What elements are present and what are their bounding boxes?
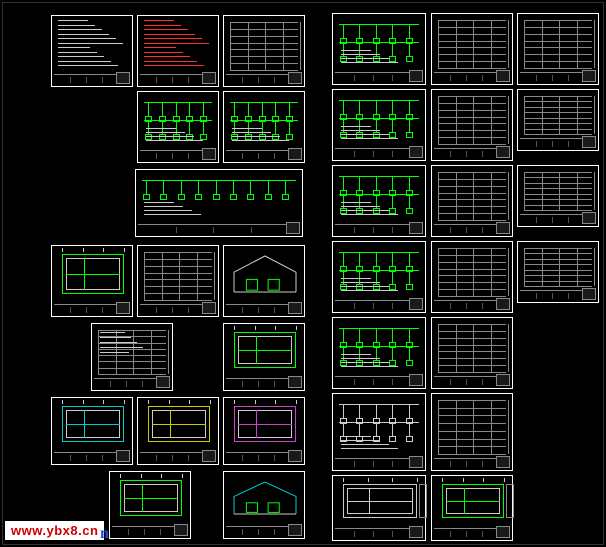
drawing-sheet[interactable] — [517, 165, 599, 227]
drawing-sheet[interactable] — [517, 13, 599, 85]
drawing-sheet[interactable] — [332, 475, 426, 541]
drawing-sheet[interactable] — [332, 393, 426, 471]
drawing-sheet[interactable] — [223, 397, 305, 465]
drawing-sheet[interactable] — [517, 241, 599, 303]
drawing-sheet[interactable] — [223, 245, 305, 317]
drawing-sheet[interactable] — [332, 13, 426, 85]
drawing-sheet[interactable] — [51, 245, 133, 317]
drawing-sheet[interactable] — [137, 397, 219, 465]
drawing-sheet[interactable] — [91, 323, 173, 391]
drawing-sheet[interactable] — [332, 89, 426, 161]
drawing-sheet[interactable] — [332, 165, 426, 237]
drawing-sheet[interactable] — [137, 15, 219, 87]
drawing-sheet[interactable] — [137, 91, 219, 163]
drawing-sheet[interactable] — [332, 317, 426, 389]
drawing-sheet[interactable] — [109, 471, 191, 539]
drawing-sheet[interactable] — [431, 317, 513, 389]
cad-model-space[interactable] — [2, 2, 604, 545]
drawing-sheet[interactable] — [223, 15, 305, 87]
drawing-sheet[interactable] — [431, 165, 513, 237]
drawing-sheet[interactable] — [51, 15, 133, 87]
watermark-link[interactable]: www.ybx8.cn — [4, 520, 105, 541]
drawing-sheet[interactable] — [431, 241, 513, 313]
drawing-sheet[interactable] — [223, 471, 305, 539]
drawing-sheet[interactable] — [332, 241, 426, 313]
drawing-sheet[interactable] — [431, 393, 513, 471]
drawing-sheet[interactable] — [223, 91, 305, 163]
drawing-sheet[interactable] — [223, 323, 305, 391]
watermark-suffix: n — [100, 525, 109, 543]
drawing-sheet[interactable] — [517, 89, 599, 151]
drawing-sheet[interactable] — [51, 397, 133, 465]
drawing-sheet[interactable] — [431, 89, 513, 161]
drawing-sheet[interactable] — [431, 475, 513, 541]
drawing-sheet[interactable] — [137, 245, 219, 317]
drawing-sheet[interactable] — [135, 169, 303, 237]
drawing-sheet[interactable] — [431, 13, 513, 85]
